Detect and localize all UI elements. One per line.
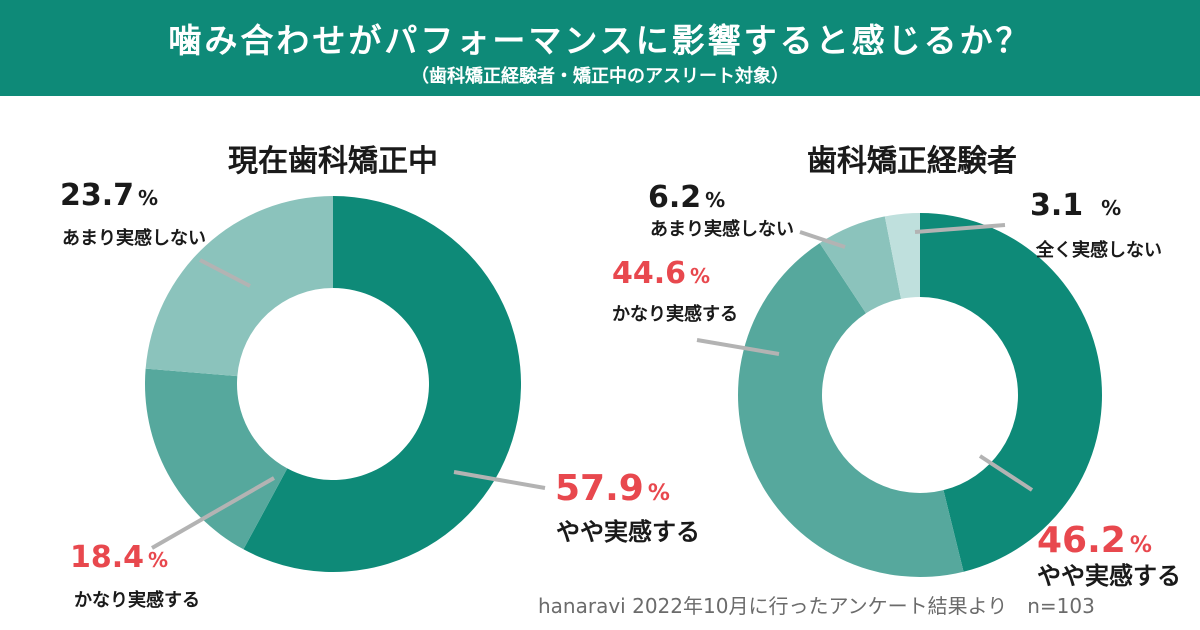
donut-slice-0-0 (243, 196, 522, 573)
pct-label-current-quite: 18.4% (70, 540, 169, 575)
leader-line (696, 338, 780, 356)
chart-title-current: 現在歯科矯正中 (228, 144, 438, 179)
cat-label-current-slightly: やや実感する (556, 518, 700, 546)
leader-line (151, 476, 275, 550)
pct-label-exp-quite: 44.6% (612, 256, 711, 291)
donut-slice-0-2 (145, 196, 333, 377)
donut-slice-0-1 (145, 368, 288, 550)
donut-chart-experienced (737, 213, 1102, 578)
donut-slice-1-3 (884, 213, 920, 299)
pct-label-current-slightly: 57.9% (555, 468, 670, 509)
leader-lines (151, 223, 1034, 550)
cat-label-current-quite: かなり実感する (74, 590, 200, 611)
pct-label-exp-notatall: 3.1% (1030, 188, 1122, 223)
leader-line (453, 470, 546, 490)
pct-label-current-notmuch: 23.7% (60, 178, 159, 213)
pct-label-exp-slightly: 46.2% (1037, 520, 1152, 561)
donut-slice-1-1 (737, 243, 964, 578)
page-title: 噛み合わせがパフォーマンスに影響すると感じるか？ (168, 21, 1032, 60)
cat-label-current-notmuch: あまり実感しない (62, 228, 206, 249)
header-banner: 噛み合わせがパフォーマンスに影響すると感じるか？ （歯科矯正経験者・矯正中のアス… (0, 0, 1200, 96)
chart-title-experienced: 歯科矯正経験者 (807, 144, 1017, 179)
leader-line (914, 223, 1006, 234)
leader-line (978, 454, 1034, 492)
leader-line (199, 258, 251, 288)
pct-label-exp-notmuch: 6.2% (648, 180, 726, 215)
cat-label-exp-notmuch: あまり実感しない (650, 219, 794, 240)
cat-label-exp-notatall: 全く実感しない (1036, 240, 1162, 261)
source-footer: hanaravi 2022年10月に行ったアンケート結果より n=103 (538, 594, 1095, 618)
donut-slice-1-0 (920, 213, 1102, 572)
donut-slice-1-2 (819, 216, 902, 314)
cat-label-exp-quite: かなり実感する (612, 304, 738, 325)
page-subtitle: （歯科矯正経験者・矯正中のアスリート対象） (411, 66, 789, 87)
leader-line (799, 230, 846, 249)
cat-label-exp-slightly: やや実感する (1037, 562, 1181, 590)
donut-chart-current (145, 196, 522, 573)
